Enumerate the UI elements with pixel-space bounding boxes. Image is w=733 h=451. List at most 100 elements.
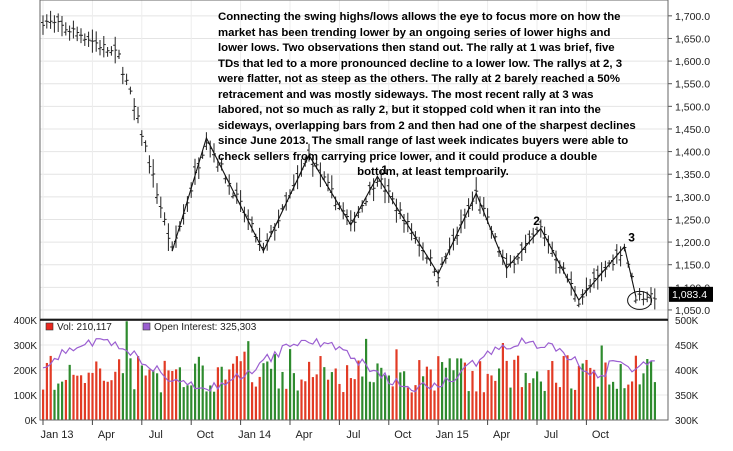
swing-line	[171, 136, 637, 301]
volume-bar	[429, 369, 432, 420]
swing-labels: 1 2 3	[381, 163, 653, 310]
swing-label: 2	[533, 214, 540, 228]
volume-bar	[334, 368, 337, 420]
volume-bar	[76, 375, 79, 420]
volume-bar	[323, 367, 326, 420]
volume-bar	[349, 378, 352, 420]
volume-bar	[581, 363, 584, 420]
volume-bar	[558, 387, 561, 420]
volume-bar	[437, 356, 440, 420]
price-tick-label: 1,050.0	[675, 305, 710, 317]
volume-bar	[235, 356, 238, 420]
time-axis: Jan 13 Apr Jul Oct Jan 14 Apr Jul Oct Jan 15 Apr J…	[40, 420, 609, 441]
volume-bar	[228, 369, 231, 420]
volume-bar	[338, 383, 341, 420]
volume-bar	[152, 370, 155, 420]
volume-bar	[209, 385, 212, 420]
volume-bar	[133, 389, 136, 420]
volume-bar	[114, 371, 117, 420]
annotation-line: lower lows. Two observations then stand …	[218, 42, 615, 54]
time-tick-label: Jul	[544, 429, 558, 441]
volume-bar	[232, 363, 235, 420]
price-bars	[41, 10, 657, 310]
volume-bar	[448, 358, 451, 420]
volume-bar	[216, 367, 219, 420]
price-tick-label: 1,600.0	[675, 56, 710, 68]
volume-bar	[619, 364, 622, 420]
volume-bar	[137, 356, 140, 420]
annotation-line: bottom, at least temproarily.	[357, 166, 509, 178]
volume-bar	[509, 387, 512, 420]
swing-trendline	[171, 136, 637, 301]
chart-annotation: Connecting the swing highs/lows allows t…	[218, 10, 648, 181]
price-tick-label: 1,500.0	[675, 101, 710, 113]
volume-bar	[91, 372, 94, 420]
price-tick-label: 1,250.0	[675, 214, 710, 226]
volume-bar	[292, 373, 295, 420]
annotation-line: sideways, overlapping bars from 2 and th…	[218, 119, 636, 132]
volume-bar	[186, 385, 189, 420]
volume-bar	[543, 390, 546, 420]
oi-tick-label: 500K	[675, 316, 699, 327]
volume-bar	[80, 375, 83, 420]
time-tick-label: Oct	[197, 429, 214, 441]
time-tick-label: Jul	[149, 429, 163, 441]
volume-bar	[315, 374, 318, 420]
volume-bar	[646, 359, 649, 420]
highlight-circle	[627, 290, 653, 310]
volume-bar	[87, 372, 90, 420]
volume-bar	[490, 375, 493, 420]
volume-bar	[475, 391, 478, 420]
volume-bar	[106, 381, 109, 420]
volume-bar	[319, 356, 322, 420]
volume-bar	[289, 349, 292, 420]
volume-bar	[125, 321, 128, 420]
volume-bar	[467, 391, 470, 420]
volume-bar	[346, 365, 349, 420]
volume-bar	[308, 361, 311, 420]
last-price-label: 1,083.4	[672, 289, 707, 301]
volume-bar	[486, 373, 489, 420]
volume-bar	[596, 386, 599, 420]
open-interest-series	[42, 337, 655, 393]
time-tick-label: Jul	[346, 429, 360, 441]
time-tick-label: Apr	[98, 429, 115, 441]
volume-axes: 0K 100K 200K 300K 400K 300K 350K 400K 450K 500K	[14, 316, 699, 427]
volume-bar	[604, 362, 607, 420]
volume-tick-label: 100K	[14, 391, 38, 402]
volume-bar	[387, 375, 390, 420]
oi-tick-label: 300K	[675, 416, 699, 427]
volume-tick-label: 0K	[25, 416, 38, 427]
volume-bar	[585, 359, 588, 420]
volume-bar	[555, 382, 558, 420]
volume-bar	[201, 365, 204, 420]
volume-bar	[399, 372, 402, 420]
time-tick-label: Apr	[295, 429, 312, 441]
volume-bar	[45, 362, 48, 420]
time-tick-label: Jan 14	[238, 429, 271, 441]
volume-bar	[570, 388, 573, 420]
volume-bar	[418, 360, 421, 420]
swing-label: 1	[381, 163, 388, 177]
volume-bar	[532, 378, 535, 420]
legend-swatch	[45, 322, 54, 331]
volume-bar	[277, 388, 280, 420]
volume-bar	[501, 343, 504, 420]
volume-bar	[296, 390, 299, 420]
volume-bar	[520, 387, 523, 420]
volume-bar	[494, 380, 497, 420]
volume-bar	[266, 361, 269, 420]
volume-bar	[650, 361, 653, 420]
volume-bar	[330, 372, 333, 420]
volume-bar	[220, 366, 223, 420]
volume-bars	[42, 321, 656, 420]
volume-bar	[205, 391, 208, 420]
volume-bar	[163, 360, 166, 420]
volume-bar	[247, 341, 250, 420]
volume-bar	[171, 370, 174, 420]
volume-bar	[110, 380, 113, 420]
volume-bar	[353, 379, 356, 420]
volume-bar	[634, 355, 637, 420]
volume-bar	[589, 367, 592, 420]
volume-bar	[281, 371, 284, 420]
